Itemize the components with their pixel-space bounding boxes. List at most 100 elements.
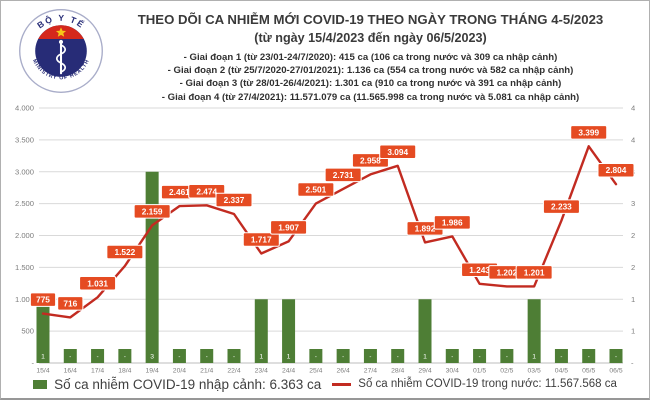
- left-axis-tick-label: -: [31, 359, 34, 368]
- phase-note-3: - Giai đoạn 3 (từ 28/01-26/4/2021): 1.30…: [179, 78, 562, 90]
- x-axis-date-label: 02/5: [500, 368, 513, 375]
- right-axis-tick-label: 4: [631, 135, 635, 144]
- bar-value-label: 1: [423, 354, 427, 361]
- bar-imported-cases: [582, 349, 596, 363]
- data-label-box: [297, 182, 335, 197]
- bar-imported-cases: [609, 349, 623, 363]
- header: THEO DÕI CA NHIỄM MỚI COVID-19 THEO NGÀY…: [96, 12, 645, 104]
- data-label-box: [242, 232, 280, 247]
- phase-notes: - Giai đoạn 1 (từ 23/01-24/7/2020): 415 …: [96, 51, 645, 104]
- bar-imported-cases: [363, 349, 377, 363]
- bar-imported-cases: [309, 349, 323, 363]
- x-axis-date-label: 30/4: [446, 368, 459, 375]
- data-label-box: [515, 265, 553, 280]
- bar-value-label: -: [560, 355, 562, 361]
- x-axis-date-label: 20/4: [173, 368, 186, 375]
- x-axis-date-label: 25/4: [309, 368, 322, 375]
- data-label-box: [379, 144, 417, 160]
- bar-imported-cases: [554, 349, 568, 363]
- data-label-value: 2.731: [333, 170, 354, 180]
- data-label-value: 2.337: [224, 195, 245, 205]
- left-axis-tick-label: 2.000: [15, 231, 34, 240]
- bar-imported-cases: [336, 349, 350, 363]
- x-axis-date-label: 23/4: [255, 368, 268, 375]
- logo-staff-head: [58, 39, 64, 45]
- bar-imported-cases: [254, 299, 268, 363]
- x-axis-date-label: 05/5: [582, 368, 595, 375]
- bar-imported-cases: [282, 299, 296, 363]
- bar-value-label: -: [206, 355, 208, 361]
- x-axis-date-label: 22/4: [227, 368, 240, 375]
- data-label-value: 3.094: [387, 147, 408, 157]
- data-label-value: 2.804: [606, 165, 627, 175]
- bar-value-label: 1: [532, 354, 536, 361]
- right-axis-tick-label: 2: [631, 263, 635, 272]
- x-axis-date-label: 24/4: [282, 368, 295, 375]
- x-axis-date-label: 19/4: [146, 368, 159, 375]
- left-axis-tick-label: 3.000: [15, 167, 34, 176]
- left-axis-tick-label: 2.500: [15, 199, 34, 208]
- bar-value-label: -: [178, 355, 180, 361]
- x-axis-date-label: 29/4: [418, 368, 431, 375]
- x-axis-date-label: 28/4: [391, 368, 404, 375]
- x-axis-date-label: 27/4: [364, 368, 377, 375]
- bar-imported-cases: [118, 349, 132, 363]
- bar-imported-cases: [63, 349, 77, 363]
- data-label-value: 1.717: [251, 235, 272, 245]
- phase-note-1: - Giai đoạn 1 (từ 23/01-24/7/2020): 415 …: [183, 52, 558, 63]
- data-label-value: 3.399: [578, 127, 599, 137]
- x-axis-date-label: 15/4: [36, 368, 49, 375]
- legend-imported-label: Số ca nhiễm COVID-19 nhập cảnh: 6.363 ca: [54, 376, 322, 392]
- data-label-box: [79, 276, 117, 291]
- bar-value-label: -: [451, 355, 453, 361]
- data-label-value: 2.958: [360, 155, 381, 165]
- left-axis-tick-label: 4.000: [15, 104, 34, 113]
- right-axis-tick-label: 1: [631, 327, 635, 336]
- right-axis-tick-label: -: [631, 359, 634, 368]
- bar-value-label: -: [588, 355, 590, 361]
- bar-imported-cases: [445, 349, 459, 363]
- bar-imported-cases: [227, 349, 241, 363]
- chart-title: THEO DÕI CA NHIỄM MỚI COVID-19 THEO NGÀY…: [137, 12, 604, 27]
- data-label-box: [597, 162, 635, 178]
- right-axis-tick-label: 4: [631, 104, 635, 113]
- data-label-box: [570, 125, 608, 140]
- chart-legend: Số ca nhiễm COVID-19 nhập cảnh: 6.363 ca…: [1, 375, 649, 393]
- data-label-value: 1.031: [87, 278, 108, 288]
- x-axis-date-label: 03/5: [528, 368, 541, 375]
- phase-note-2: - Giai đoạn 2 (từ 25/7/2020-27/01/2021):…: [167, 65, 574, 77]
- phase-note-4: - Giai đoạn 4 (từ 27/4/2021): 11.571.079…: [161, 91, 580, 103]
- ministry-of-health-logo: BỘ Y TẾ MINISTRY OF HEALTH: [18, 8, 104, 94]
- data-label-box: [270, 220, 308, 235]
- bar-imported-cases: [200, 349, 214, 363]
- bar-value-label: -: [233, 355, 235, 361]
- data-label-box: [324, 167, 362, 183]
- bar-value-label: 1: [259, 354, 263, 361]
- x-axis-date-label: 04/5: [555, 368, 568, 375]
- logo-star-icon: [55, 27, 67, 37]
- bar-value-label: 1: [41, 354, 45, 361]
- data-label-value: 1.201: [524, 267, 545, 277]
- data-label-value: 716: [63, 298, 77, 308]
- bar-value-label: -: [342, 355, 344, 361]
- legend-domestic-label: Số ca nhiễm COVID-19 trong nước: 11.567.…: [358, 378, 617, 390]
- data-label-value: 1.986: [442, 217, 463, 227]
- data-label-value: 775: [36, 295, 50, 305]
- data-label-value: 2.474: [196, 186, 217, 196]
- bar-imported-cases: [418, 299, 432, 363]
- legend-bar-swatch: [33, 379, 48, 389]
- data-label-box: [106, 244, 144, 260]
- data-label-value: 2.159: [142, 206, 163, 216]
- data-label-box: [215, 192, 253, 208]
- bar-imported-cases: [91, 349, 105, 363]
- data-label-box: [57, 296, 84, 311]
- bar-value-label: 3: [150, 354, 154, 361]
- right-axis-tick-label: 3: [631, 199, 635, 208]
- data-label-value: 1.243: [469, 265, 490, 275]
- bar-value-label: -: [97, 355, 99, 361]
- right-axis-tick-label: 2: [631, 231, 635, 240]
- x-axis-date-label: 16/4: [64, 368, 77, 375]
- legend-line-swatch: [332, 382, 352, 386]
